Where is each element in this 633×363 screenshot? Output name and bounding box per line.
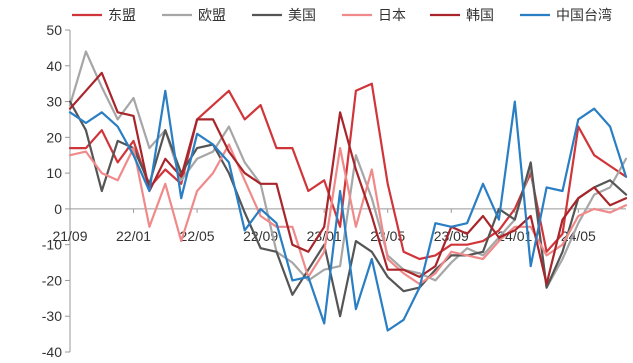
legend-label: 中国台湾 [556,7,612,24]
axes: 50 40 30 20 10 0 -10 -20 -30 -40 21/09 22/01 22/05 22… [42,22,626,360]
series-line-4 [68,71,628,286]
legend-label: 美国 [288,8,316,24]
x-tick-label: 24/01 [497,228,532,244]
legend-label: 东盟 [108,8,136,24]
x-tick-label: 22/09 [243,228,278,244]
y-tick-label: -20 [42,272,62,288]
series-line-5 [68,89,628,332]
y-tick-label: -40 [42,344,62,360]
x-tick-label: 23/01 [307,228,342,244]
x-tick-label: 23/09 [434,228,469,244]
x-tick-label: 21/09 [52,228,87,244]
series-line-2 [68,100,628,318]
x-tick-label: 22/01 [116,228,151,244]
legend-item-4: 韩国 [430,8,494,24]
legend-label: 欧盟 [198,8,226,24]
legend-item-1: 欧盟 [162,8,226,24]
legend-label: 韩国 [466,8,494,24]
legend-item-3: 日本 [342,8,406,24]
y-tick-label: 0 [54,201,62,217]
legend-item-2: 美国 [252,8,316,24]
y-tick-label: 20 [46,129,62,145]
series-layer [68,50,628,332]
x-tick-label: 22/05 [180,228,215,244]
y-tick-label: -30 [42,308,62,324]
y-tick-label: -10 [42,237,62,253]
legend-label: 日本 [378,8,406,24]
legend-item-0: 东盟 [72,8,136,24]
y-tick-label: 30 [46,94,62,110]
y-tick-label: 10 [46,165,62,181]
legend-item-5: 中国台湾 [520,7,612,24]
y-tick-label: 40 [46,58,62,74]
y-tick-label: 50 [46,22,62,38]
legend: 东盟 欧盟 美国 日本 韩国 中国台湾 [72,7,612,24]
